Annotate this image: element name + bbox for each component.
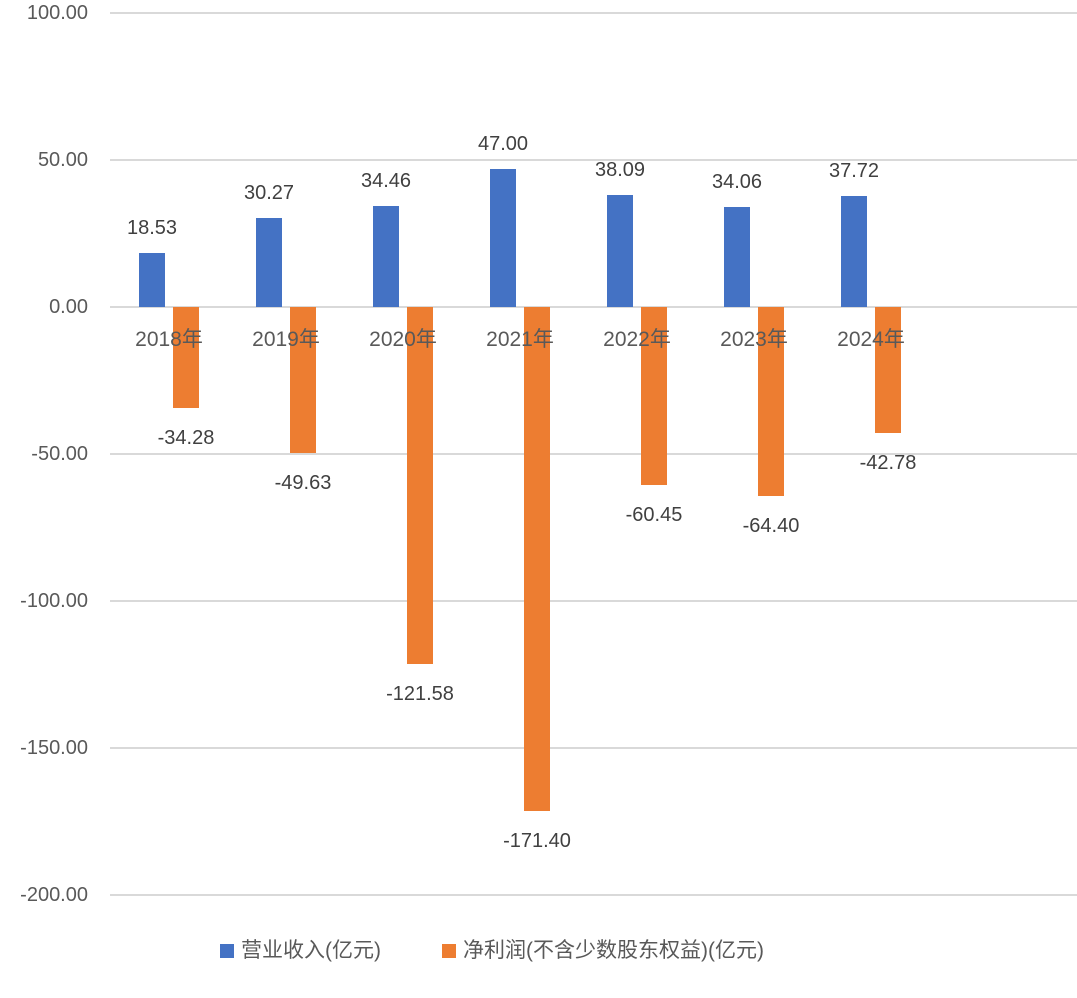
y-axis-tick-label: -100.00 [20, 590, 88, 612]
revenue-bar-2021年 [490, 169, 516, 307]
category-label-2024年: 2024年 [837, 328, 905, 351]
y-axis-tick-label: -150.00 [20, 737, 88, 759]
revenue-bar-2024年 [841, 196, 867, 307]
revenue-value-label-2023年: 34.06 [711, 171, 763, 193]
revenue-value-label-2018年: 18.53 [126, 217, 178, 239]
y-axis-tick-label: 0.00 [49, 296, 88, 318]
gridline-100 [110, 12, 1077, 14]
revenue-value-label-2021年: 47.00 [477, 133, 529, 155]
net-profit-bar-2023年 [758, 307, 784, 496]
net-profit-legend-swatch [442, 944, 456, 958]
gridline--150 [110, 747, 1077, 749]
net-profit-value-label-2021年: -171.40 [503, 830, 571, 852]
net-profit-bar-2020年 [407, 307, 433, 664]
gridline-0 [110, 306, 1077, 308]
net-profit-legend-label: 净利润(不含少数股东权益)(亿元) [463, 939, 764, 962]
revenue-bar-2019年 [256, 218, 282, 307]
revenue-bar-2023年 [724, 207, 750, 307]
y-axis-tick-label: 100.00 [26, 2, 88, 24]
revenue-value-label-2020年: 34.46 [360, 170, 412, 192]
category-label-2019年: 2019年 [252, 328, 320, 351]
net-profit-value-label-2023年: -64.40 [742, 515, 800, 537]
gridline--200 [110, 894, 1077, 896]
net-profit-value-label-2020年: -121.58 [386, 683, 454, 705]
revenue-bar-2020年 [373, 206, 399, 307]
net-profit-value-label-2022年: -60.45 [625, 504, 683, 526]
revenue-value-label-2024年: 37.72 [828, 160, 880, 182]
category-label-2021年: 2021年 [486, 328, 554, 351]
category-label-2023年: 2023年 [720, 328, 788, 351]
net-profit-bar-2019年 [290, 307, 316, 453]
y-axis-tick-label: 50.00 [37, 149, 88, 171]
revenue-bar-2018年 [139, 253, 165, 307]
net-profit-bar-2024年 [875, 307, 901, 433]
net-profit-bar-2021年 [524, 307, 550, 811]
gridline--100 [110, 600, 1077, 602]
y-axis-tick-label: -50.00 [31, 443, 88, 465]
revenue-bar-2022年 [607, 195, 633, 307]
net-profit-bar-2022年 [641, 307, 667, 485]
net-profit-value-label-2024年: -42.78 [859, 452, 917, 474]
category-label-2018年: 2018年 [135, 328, 203, 351]
legend-item-net-profit: 净利润(不含少数股东权益)(亿元) [442, 938, 764, 964]
revenue-value-label-2022年: 38.09 [594, 159, 646, 181]
revenue-value-label-2019年: 30.27 [243, 182, 295, 204]
category-label-2022年: 2022年 [603, 328, 671, 351]
net-profit-bar-2018年 [173, 307, 199, 408]
gridline--50 [110, 453, 1077, 455]
category-label-2020年: 2020年 [369, 328, 437, 351]
net-profit-value-label-2018年: -34.28 [157, 427, 215, 449]
revenue-legend-label: 营业收入(亿元) [241, 939, 381, 962]
y-axis-tick-label: -200.00 [20, 884, 88, 906]
net-profit-value-label-2019年: -49.63 [274, 472, 332, 494]
legend-item-revenue: 营业收入(亿元) [220, 938, 381, 964]
gridline-50 [110, 159, 1077, 161]
revenue-legend-swatch [220, 944, 234, 958]
